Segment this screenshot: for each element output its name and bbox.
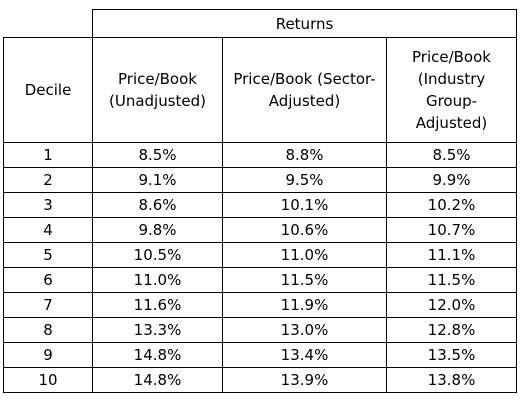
- sector-adjusted-return-cell: 13.9%: [222, 367, 387, 393]
- sector-adjusted-return-cell: 11.0%: [222, 242, 387, 268]
- table-row: 5 10.5% 11.0% 11.1%: [3, 242, 517, 268]
- table-row: 10 14.8% 13.9% 13.8%: [3, 367, 517, 393]
- industry-group-adjusted-return-cell: 10.7%: [386, 217, 517, 243]
- decile-cell: 1: [3, 142, 93, 168]
- decile-cell: 5: [3, 242, 93, 268]
- column-header-decile: Decile: [3, 37, 93, 143]
- industry-group-adjusted-return-cell: 13.5%: [386, 342, 517, 368]
- sector-adjusted-return-cell: 10.6%: [222, 217, 387, 243]
- sector-adjusted-return-cell: 11.9%: [222, 292, 387, 318]
- decile-cell: 4: [3, 217, 93, 243]
- industry-group-adjusted-return-cell: 13.8%: [386, 367, 517, 393]
- industry-group-adjusted-return-cell: 11.1%: [386, 242, 517, 268]
- unadjusted-return-cell: 9.8%: [92, 217, 223, 243]
- column-header-label: Price/Book (Unadjusted): [108, 70, 207, 110]
- blank-corner-cell: [3, 9, 93, 38]
- returns-group-header: Returns: [92, 9, 517, 38]
- industry-group-adjusted-return-cell: 11.5%: [386, 267, 517, 293]
- sector-adjusted-return-cell: 13.4%: [222, 342, 387, 368]
- column-header-price-book-industry-group-adjusted: Price/Book (Industry Group-Adjusted): [386, 37, 517, 143]
- sector-adjusted-return-cell: 10.1%: [222, 192, 387, 218]
- table-row: 8 13.3% 13.0% 12.8%: [3, 317, 517, 343]
- unadjusted-return-cell: 13.3%: [92, 317, 223, 343]
- sector-adjusted-return-cell: 9.5%: [222, 167, 387, 193]
- column-header-row: Decile Price/Book (Unadjusted) Price/Boo…: [3, 37, 517, 143]
- table-row: 6 11.0% 11.5% 11.5%: [3, 267, 517, 293]
- sector-adjusted-return-cell: 11.5%: [222, 267, 387, 293]
- table-row: 3 8.6% 10.1% 10.2%: [3, 192, 517, 218]
- group-header-row: Returns: [3, 9, 517, 38]
- table-body: 1 8.5% 8.8% 8.5% 2 9.1% 9.5% 9.9% 3 8.6% 10.1% 10.2…: [3, 142, 517, 393]
- decile-cell: 3: [3, 192, 93, 218]
- sector-adjusted-return-cell: 13.0%: [222, 317, 387, 343]
- sector-adjusted-return-cell: 8.8%: [222, 142, 387, 168]
- decile-cell: 10: [3, 367, 93, 393]
- decile-cell: 7: [3, 292, 93, 318]
- industry-group-adjusted-return-cell: 12.8%: [386, 317, 517, 343]
- table-row: 4 9.8% 10.6% 10.7%: [3, 217, 517, 243]
- industry-group-adjusted-return-cell: 10.2%: [386, 192, 517, 218]
- unadjusted-return-cell: 10.5%: [92, 242, 223, 268]
- industry-group-adjusted-return-cell: 8.5%: [386, 142, 517, 168]
- industry-group-adjusted-return-cell: 9.9%: [386, 167, 517, 193]
- unadjusted-return-cell: 11.6%: [92, 292, 223, 318]
- table-row: 9 14.8% 13.4% 13.5%: [3, 342, 517, 368]
- unadjusted-return-cell: 9.1%: [92, 167, 223, 193]
- unadjusted-return-cell: 14.8%: [92, 367, 223, 393]
- table-row: 2 9.1% 9.5% 9.9%: [3, 167, 517, 193]
- decile-cell: 2: [3, 167, 93, 193]
- unadjusted-return-cell: 8.6%: [92, 192, 223, 218]
- column-header-price-book-sector-adjusted: Price/Book (Sector-Adjusted): [222, 37, 387, 143]
- returns-by-decile-table: Returns Decile Price/Book (Unadjusted) P…: [3, 9, 517, 393]
- decile-cell: 9: [3, 342, 93, 368]
- column-header-price-book-unadjusted: Price/Book (Unadjusted): [92, 37, 223, 143]
- unadjusted-return-cell: 8.5%: [92, 142, 223, 168]
- table-row: 7 11.6% 11.9% 12.0%: [3, 292, 517, 318]
- decile-cell: 6: [3, 267, 93, 293]
- unadjusted-return-cell: 11.0%: [92, 267, 223, 293]
- table-row: 1 8.5% 8.8% 8.5%: [3, 142, 517, 168]
- column-header-label: Decile: [24, 81, 72, 99]
- unadjusted-return-cell: 14.8%: [92, 342, 223, 368]
- industry-group-adjusted-return-cell: 12.0%: [386, 292, 517, 318]
- column-header-label: Price/Book (Industry Group-Adjusted): [412, 48, 491, 132]
- column-header-label: Price/Book (Sector-Adjusted): [233, 70, 376, 110]
- decile-cell: 8: [3, 317, 93, 343]
